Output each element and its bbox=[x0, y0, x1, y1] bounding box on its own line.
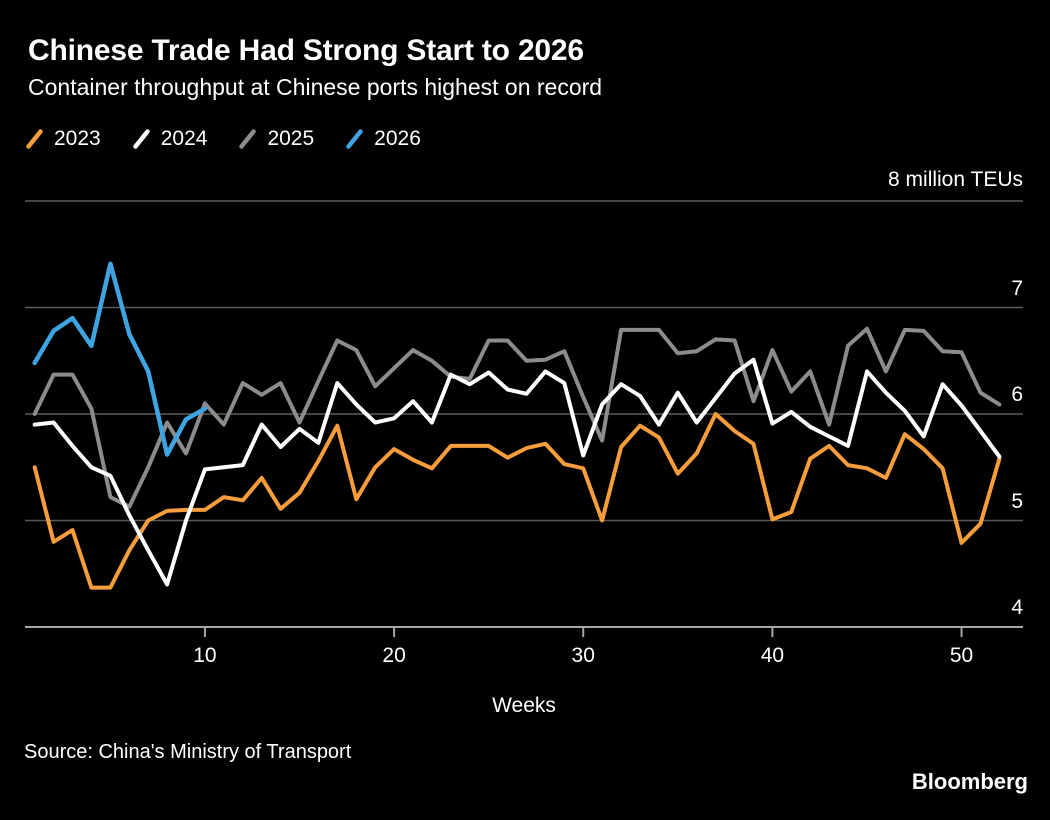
legend-swatch-icon bbox=[346, 129, 363, 149]
y-axis-label-4: 4 bbox=[1011, 596, 1023, 619]
x-axis-label-40: 40 bbox=[760, 644, 785, 667]
legend-label: 2025 bbox=[267, 127, 315, 150]
series-line-2023 bbox=[32, 412, 1002, 590]
y-axis-label-7: 7 bbox=[1011, 276, 1023, 300]
legend-item-2023: 2023 bbox=[25, 127, 101, 151]
y-axis-unit-label: 8 million TEUs bbox=[888, 168, 1023, 191]
legend-label: 2023 bbox=[54, 127, 101, 150]
page-subtitle: Container throughput at Chinese ports hi… bbox=[28, 74, 603, 100]
legend-item-2025: 2025 bbox=[238, 127, 314, 151]
y-axis-label-6: 6 bbox=[1011, 383, 1023, 406]
legend-swatch-icon bbox=[132, 129, 150, 149]
series-line-2026 bbox=[32, 261, 208, 457]
legend-label: 2026 bbox=[374, 127, 421, 150]
series-line-2024 bbox=[32, 357, 1002, 587]
legend-item-2024: 2024 bbox=[132, 127, 208, 151]
x-axis-label-20: 20 bbox=[382, 644, 406, 667]
series-line-2025 bbox=[32, 326, 1002, 509]
legend-item-2026: 2026 bbox=[345, 127, 421, 151]
legend: 2023 2024 2025 2026 bbox=[25, 127, 452, 151]
legend-swatch-icon bbox=[239, 129, 257, 149]
y-axis-label-5: 5 bbox=[1011, 489, 1023, 513]
x-axis-label-30: 30 bbox=[571, 644, 595, 667]
legend-swatch-icon bbox=[26, 129, 43, 149]
x-axis-label-10: 10 bbox=[193, 644, 217, 667]
x-axis-title: Weeks bbox=[492, 694, 556, 717]
x-axis-label-50: 50 bbox=[949, 644, 974, 667]
page-title: Chinese Trade Had Strong Start to 2026 bbox=[28, 34, 584, 67]
legend-label: 2024 bbox=[160, 127, 208, 150]
brand-logo: Bloomberg bbox=[911, 769, 1028, 794]
source-note: Source: China's Ministry of Transport bbox=[24, 741, 352, 763]
